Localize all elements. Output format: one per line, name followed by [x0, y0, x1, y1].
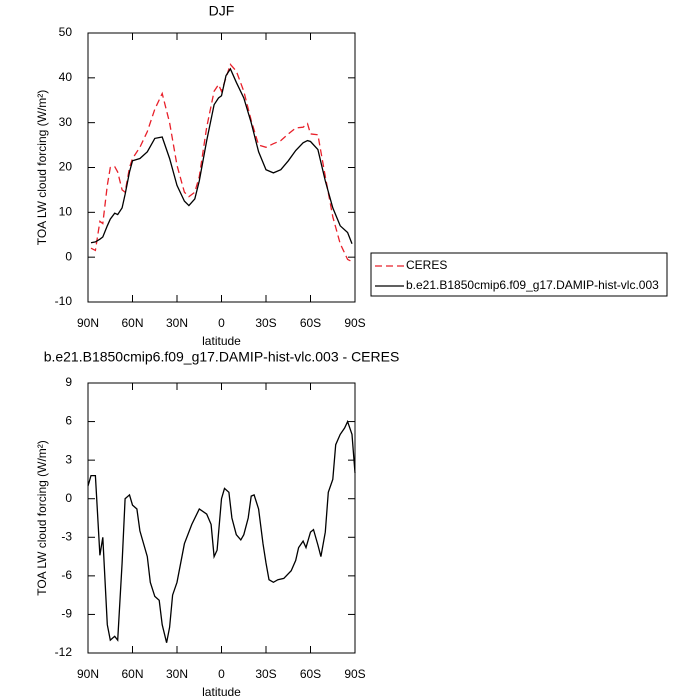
x-tick-label: 30S — [255, 667, 276, 681]
y-tick-label: 40 — [59, 70, 73, 84]
chart-title: DJF — [209, 3, 235, 19]
data-line — [87, 419, 356, 643]
x-tick-label: 0 — [218, 667, 225, 681]
data-line — [90, 67, 353, 244]
x-tick-label: 90N — [77, 667, 99, 681]
legend-label: b.e21.B1850cmip6.f09_g17.DAMIP-hist-vlc.… — [406, 278, 659, 292]
data-line — [90, 63, 353, 263]
x-tick-label: 60N — [121, 667, 143, 681]
y-tick-label: -6 — [61, 568, 72, 582]
y-tick-label: 9 — [65, 375, 72, 389]
y-axis-label: TOA LW cloud forcing (W/m²) — [35, 440, 49, 596]
legend-box — [370, 252, 668, 297]
x-tick-label: 0 — [218, 316, 225, 330]
x-tick-label: 30S — [255, 316, 276, 330]
y-tick-label: 3 — [65, 452, 72, 466]
y-tick-label: -9 — [61, 607, 72, 621]
x-tick-label: 60S — [300, 667, 321, 681]
y-tick-label: 30 — [59, 115, 73, 129]
y-tick-label: 6 — [65, 414, 72, 428]
y-tick-label: 50 — [59, 25, 73, 39]
x-tick-label: 30N — [166, 316, 188, 330]
x-tick-label: 60N — [121, 316, 143, 330]
x-tick-label: 90S — [344, 667, 365, 681]
x-tick-label: 30N — [166, 667, 188, 681]
y-tick-label: 0 — [65, 249, 72, 263]
y-tick-label: -10 — [55, 294, 73, 308]
chart-title: b.e21.B1850cmip6.f09_g17.DAMIP-hist-vlc.… — [44, 349, 400, 365]
y-tick-label: 20 — [59, 160, 73, 174]
x-axis-label: latitude — [202, 685, 241, 699]
x-tick-label: 60S — [300, 316, 321, 330]
y-tick-label: -12 — [55, 645, 73, 659]
plot-frame — [87, 382, 356, 654]
plot-frame — [87, 32, 356, 303]
y-tick-label: -3 — [61, 529, 72, 543]
y-tick-label: 10 — [59, 205, 73, 219]
x-axis-label: latitude — [202, 334, 241, 348]
y-axis-label: TOA LW cloud forcing (W/m²) — [35, 90, 49, 246]
y-tick-label: 0 — [65, 491, 72, 505]
x-tick-label: 90S — [344, 316, 365, 330]
legend-label: CERES — [406, 258, 447, 272]
x-tick-label: 90N — [77, 316, 99, 330]
